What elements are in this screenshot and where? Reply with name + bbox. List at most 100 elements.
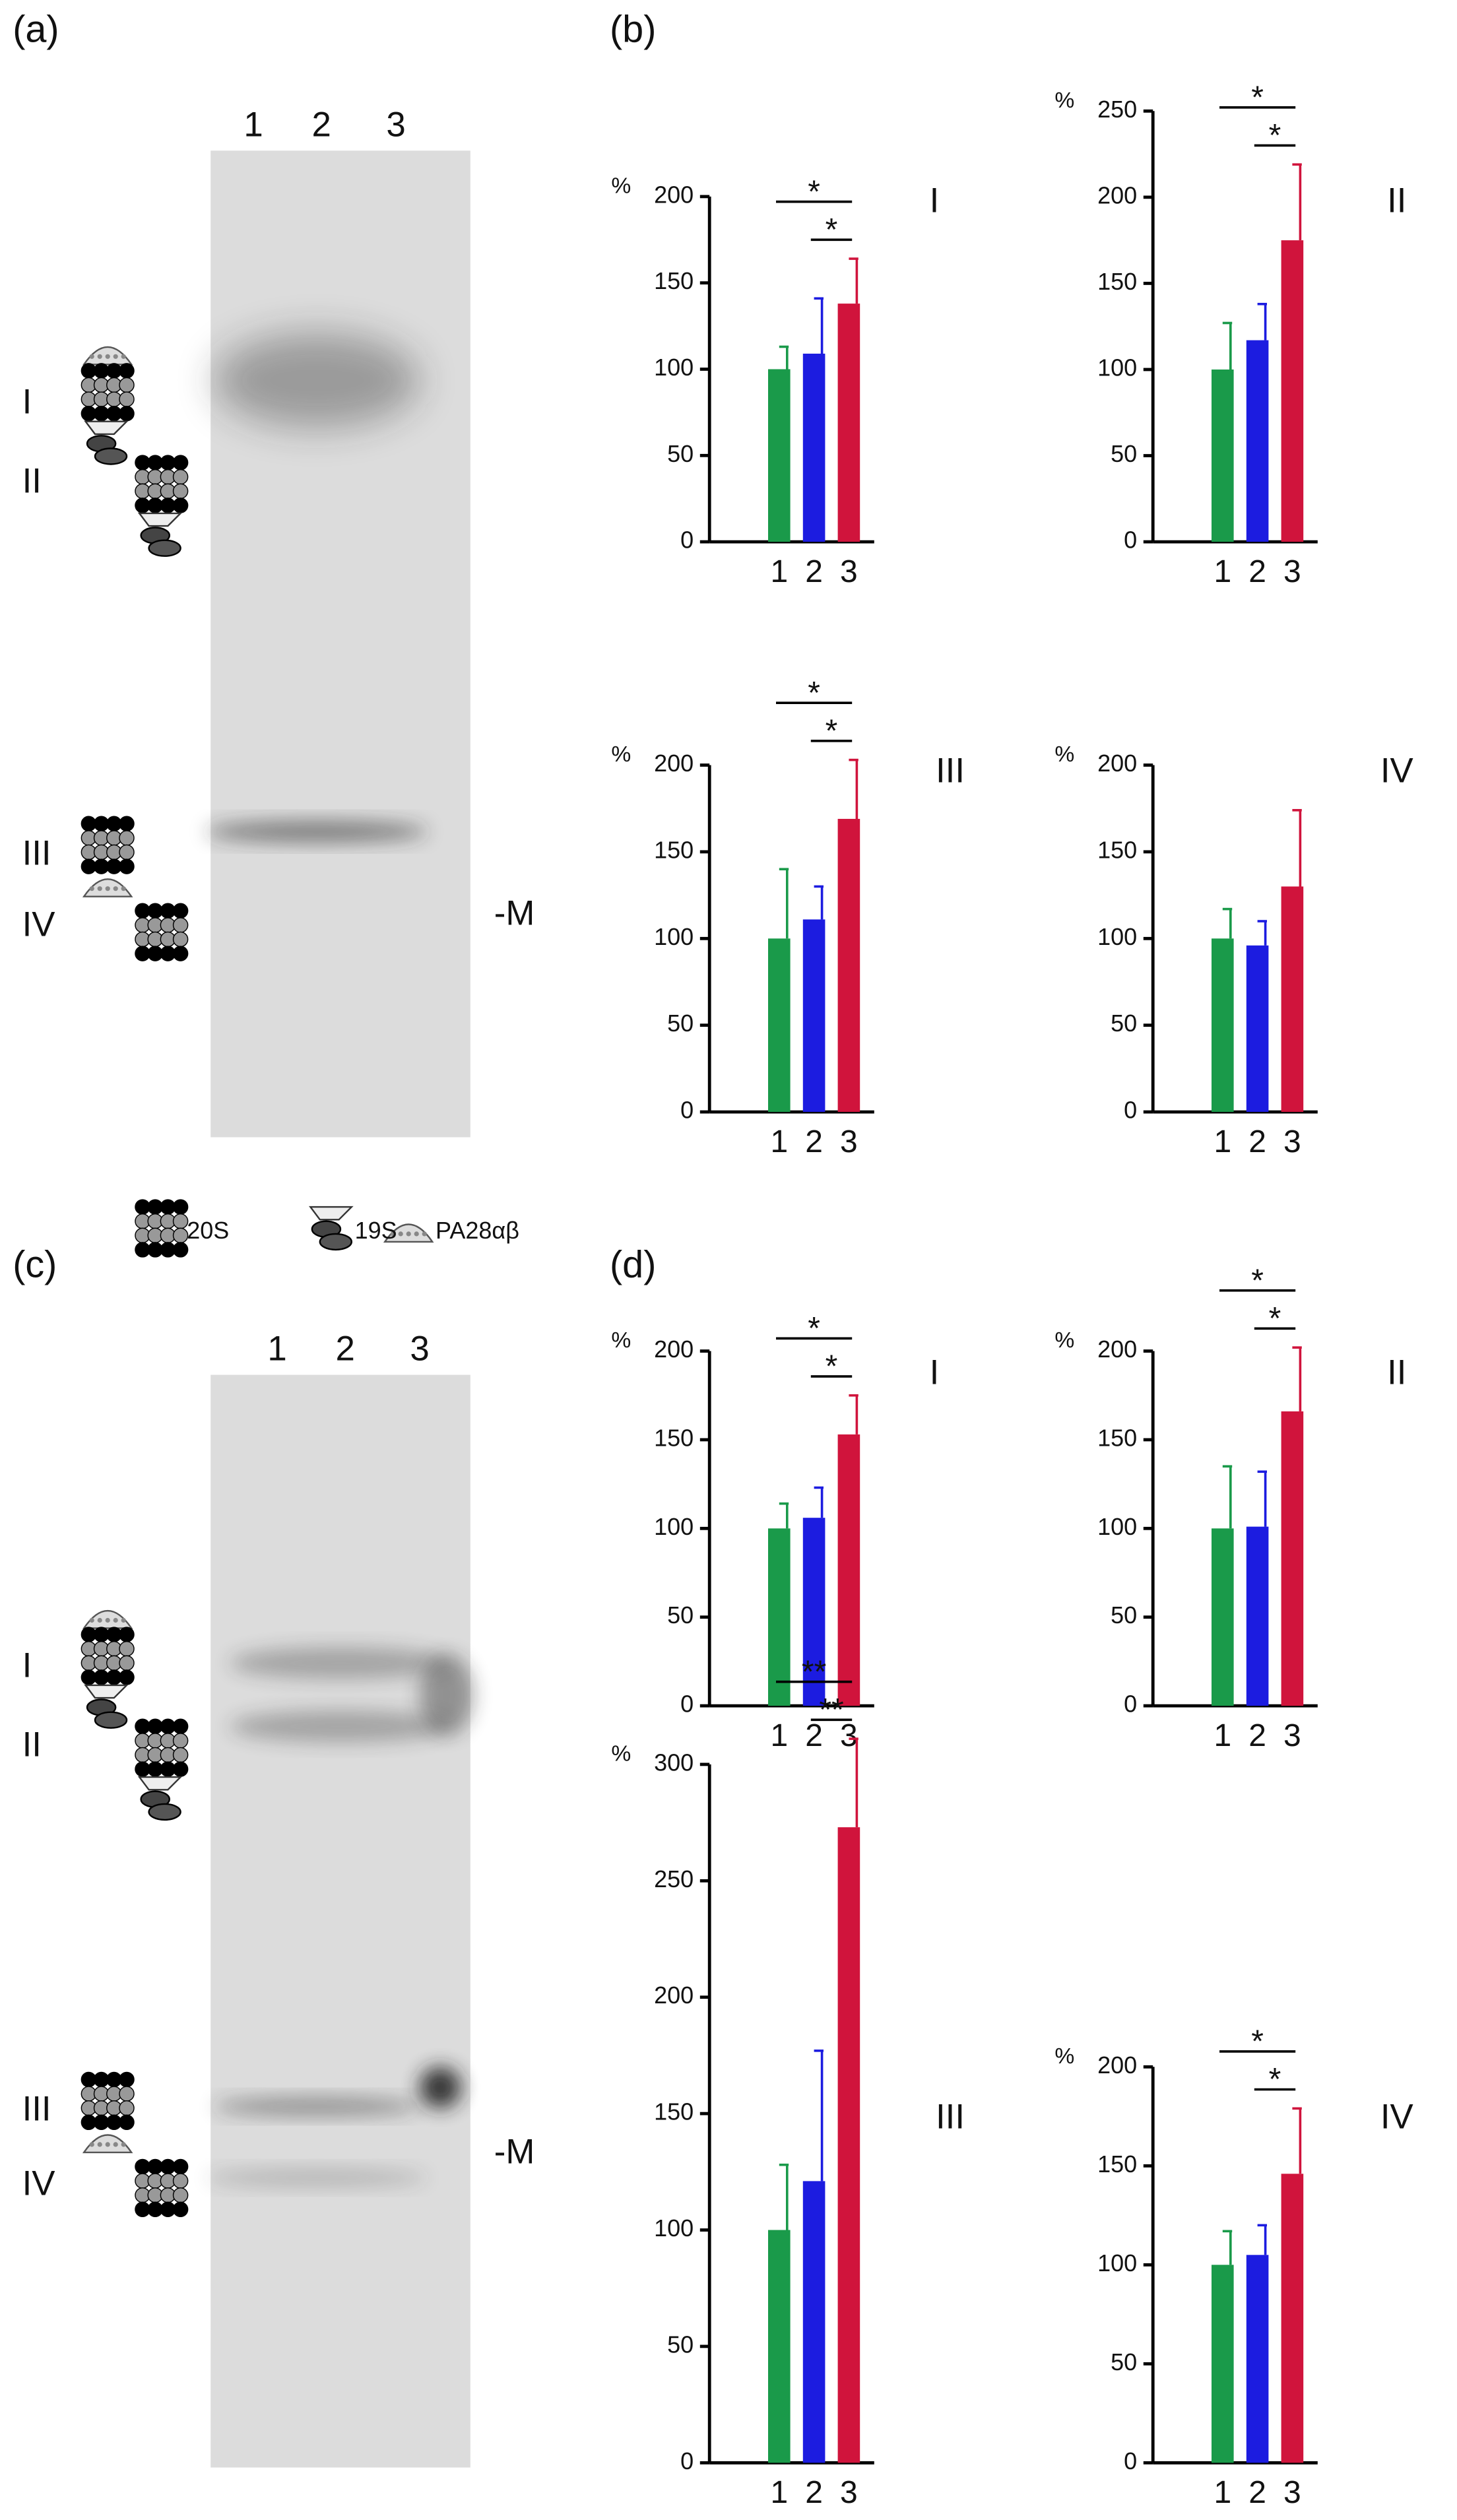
pa28-dot — [414, 1231, 419, 1237]
chart-title: III — [936, 751, 965, 790]
bar — [837, 1827, 860, 2463]
significance-label: * — [808, 174, 820, 209]
significance-label: ** — [819, 1693, 843, 1728]
gel-band — [214, 2096, 420, 2116]
y-tick-label: 200 — [1097, 181, 1137, 209]
pa28-dot — [105, 354, 110, 359]
y-tick-label: 150 — [1097, 1424, 1137, 1451]
complex-label: IV — [22, 905, 55, 944]
significance-label: * — [826, 212, 838, 247]
y-tick-label: 50 — [1111, 440, 1137, 467]
subunit — [119, 816, 135, 832]
subunit — [172, 2201, 189, 2218]
x-tick-label: 1 — [770, 554, 788, 589]
y-tick-label: 0 — [1124, 1097, 1137, 1124]
bar — [837, 304, 860, 542]
pa28-dot — [105, 886, 110, 891]
bar — [802, 2181, 826, 2463]
base — [319, 1233, 352, 1251]
lane-label: 3 — [386, 105, 405, 144]
gel-band — [214, 333, 420, 428]
subunit — [119, 391, 135, 407]
bar — [1246, 2255, 1269, 2463]
lane-label: 2 — [312, 105, 331, 144]
y-tick-label: 50 — [667, 1601, 694, 1629]
subunit — [119, 377, 135, 393]
base — [148, 539, 181, 557]
bar — [768, 369, 791, 542]
complex-label: I — [22, 382, 32, 421]
pa28-dot — [97, 1617, 102, 1623]
x-tick-label: 3 — [840, 1718, 858, 1753]
bar — [1281, 2174, 1304, 2463]
y-tick-label: 200 — [1097, 2052, 1137, 2079]
bar — [1212, 938, 1234, 1113]
chart-title: III — [936, 2097, 965, 2136]
gel-band — [420, 2067, 461, 2108]
complex-icon — [135, 903, 189, 961]
significance-label: * — [1269, 1301, 1281, 1336]
y-tick-label: 150 — [1097, 2150, 1137, 2178]
subunit — [119, 1627, 135, 1642]
x-tick-label: 1 — [770, 1124, 788, 1159]
y-tick-label: 0 — [1124, 1691, 1137, 1718]
base — [94, 1711, 128, 1729]
gel-band — [206, 820, 428, 843]
y-axis-label: % — [611, 174, 631, 198]
significance-label: * — [1269, 2062, 1281, 2097]
complex-icon — [81, 1610, 135, 1729]
pa28-dot — [113, 2142, 118, 2147]
y-tick-label: 0 — [680, 1097, 694, 1124]
subunit — [172, 483, 189, 500]
subunit — [172, 1199, 189, 1215]
bar — [768, 938, 791, 1113]
chart-title: II — [1387, 1353, 1406, 1392]
pa28-dot — [97, 2142, 102, 2147]
y-tick-label: 200 — [654, 750, 694, 777]
bar — [1212, 369, 1234, 542]
subunit — [119, 830, 135, 846]
gel — [210, 150, 470, 1138]
pa28-dot — [97, 886, 102, 891]
chart-title: IV — [1380, 751, 1413, 790]
subunit — [119, 2071, 135, 2088]
lane-label: 3 — [410, 1329, 429, 1368]
subunit — [119, 1655, 135, 1671]
pa28-dot — [121, 1617, 126, 1623]
pa28-dot — [89, 886, 94, 891]
y-tick-label: 150 — [1097, 268, 1137, 295]
gel-band — [420, 1655, 474, 1735]
bar — [802, 919, 826, 1113]
x-tick-label: 3 — [1283, 1124, 1301, 1159]
subunit — [119, 2114, 135, 2131]
x-tick-label: 3 — [1283, 554, 1301, 589]
subunit — [172, 1242, 189, 1258]
y-tick-label: 250 — [654, 1865, 694, 1892]
significance-label: * — [826, 713, 838, 748]
x-tick-label: 3 — [840, 554, 858, 589]
y-tick-label: 200 — [654, 1336, 694, 1363]
gel-band — [230, 1647, 451, 1679]
marker-label: -M — [494, 2132, 535, 2171]
complex-icon — [81, 346, 135, 465]
panel-label: (b) — [610, 9, 656, 51]
y-axis-label: % — [611, 1328, 631, 1353]
y-tick-label: 50 — [1111, 2348, 1137, 2375]
complex-icon — [135, 1718, 189, 1821]
y-tick-label: 150 — [654, 267, 694, 294]
lane-label: 2 — [336, 1329, 355, 1368]
pa28-dot — [89, 354, 94, 359]
base — [148, 1803, 181, 1821]
bar — [1212, 2265, 1234, 2463]
x-tick-label: 1 — [770, 1718, 788, 1753]
subunit — [119, 858, 135, 874]
legend-label: PA28αβ — [436, 1217, 519, 1244]
y-axis-label: % — [1054, 2044, 1074, 2069]
y-axis-label: % — [611, 1741, 631, 1766]
y-tick-label: 100 — [1097, 923, 1137, 950]
gel — [210, 1374, 470, 2468]
y-tick-label: 100 — [1097, 2249, 1137, 2277]
subunit — [172, 468, 189, 485]
y-tick-label: 200 — [654, 181, 694, 208]
